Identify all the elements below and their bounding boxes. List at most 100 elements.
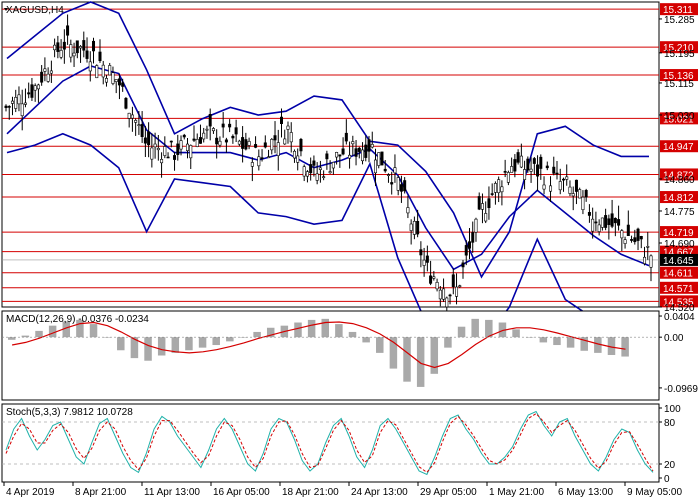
time-tick-label-0: 4 Apr 2019 (6, 487, 55, 498)
candle-body-134 (438, 289, 442, 300)
candle-body-89 (292, 150, 296, 159)
candle-body-140 (458, 285, 462, 288)
stoch-tick-label-2: 20 (664, 460, 676, 471)
macd-bar-16 (226, 337, 234, 342)
stoch-panel-frame (1, 403, 660, 483)
stoch-tick-label-1: 80 (664, 418, 676, 429)
candle-body-55 (182, 134, 186, 138)
level-tag-10 (660, 281, 698, 294)
macd-bar-33 (457, 326, 466, 338)
macd-bar-39 (539, 337, 548, 343)
candle-body-9 (33, 85, 37, 91)
level-label-10: 14.571 (663, 284, 694, 295)
candle-body-197 (643, 256, 647, 264)
candle-body-183 (597, 224, 601, 232)
price-tick-label-2: 15.115 (664, 79, 694, 90)
candle-body-113 (370, 144, 374, 148)
candle-body-116 (380, 151, 384, 166)
candle-body-99 (325, 153, 329, 160)
candle-body-111 (364, 144, 368, 158)
candle-body-147 (480, 203, 484, 210)
stoch-title: Stoch(5,3,3) 7.9812 10.0728 (6, 407, 133, 418)
candle-body-129 (422, 259, 426, 266)
macd-tick-label-1: 0.00 (664, 333, 684, 344)
candle-body-13 (46, 73, 50, 82)
candle-body-85 (280, 116, 284, 124)
macd-bar-26 (362, 337, 370, 343)
candle-body-173 (565, 176, 569, 180)
stoch-axis: 100 80 20 0 (659, 404, 681, 485)
candle-body-170 (555, 172, 559, 175)
candle-body-84 (276, 142, 280, 156)
macd-bar-4 (62, 321, 71, 338)
macd-bar-30 (416, 337, 425, 387)
candle-body-139 (455, 286, 459, 297)
candle-body-130 (425, 255, 429, 263)
candle-body-79 (260, 157, 264, 159)
macd-bar-14 (198, 337, 207, 348)
macd-bar-37 (512, 329, 520, 338)
candle-body-156 (510, 166, 514, 173)
candle-body-126 (412, 221, 416, 235)
candle-body-61 (202, 132, 206, 140)
candle-body-186 (607, 218, 611, 225)
candle-body-148 (484, 213, 488, 222)
level-label-0: 15.311 (663, 5, 693, 16)
candle-body-137 (448, 294, 452, 297)
candle-body-95 (312, 160, 316, 166)
macd-bar-34 (471, 318, 479, 338)
candle-body-153 (500, 186, 504, 193)
candle-body-101 (331, 162, 335, 169)
candle-body-125 (409, 223, 413, 231)
candle-body-152 (497, 179, 501, 194)
candle-body-16 (56, 42, 60, 52)
candle-body-161 (526, 158, 530, 171)
candle-body-3 (14, 97, 18, 109)
bollinger-middle-line (6, 65, 650, 271)
candle-body-115 (377, 152, 381, 166)
macd-bar-0 (8, 337, 16, 340)
price-panel-frame (1, 1, 660, 308)
candle-body-50 (166, 156, 170, 159)
candle-body-102 (335, 152, 339, 158)
candle-body-92 (302, 166, 306, 177)
candle-body-105 (344, 132, 348, 142)
candle-body-90 (296, 155, 300, 163)
candle-body-27 (92, 40, 96, 52)
candle-body-59 (195, 139, 199, 147)
candle-body-71 (234, 127, 238, 135)
candle-body-48 (160, 159, 164, 164)
price-candles (4, 14, 653, 316)
candle-body-10 (36, 84, 40, 90)
candle-body-26 (88, 61, 92, 72)
candle-body-65 (215, 137, 219, 145)
macd-bar-29 (403, 337, 411, 382)
macd-bar-41 (566, 337, 575, 348)
candle-body-45 (150, 147, 154, 160)
macd-bar-21 (294, 322, 302, 338)
level-label-7: 14.719 (663, 228, 694, 239)
candle-body-151 (493, 183, 497, 193)
candle-body-93 (305, 171, 309, 177)
price-tick-label-7: 14.520 (664, 303, 695, 314)
price-title-marker-icon (4, 8, 8, 11)
candle-body-172 (561, 178, 565, 181)
candle-body-117 (383, 168, 387, 172)
macd-bar-9 (130, 337, 139, 359)
candle-body-17 (59, 50, 63, 58)
stoch-line-0 (5, 410, 654, 476)
candle-body-19 (66, 25, 70, 36)
candle-body-21 (72, 52, 76, 57)
candle-body-175 (571, 193, 575, 197)
candle-body-37 (124, 97, 128, 109)
macd-bar-6 (89, 324, 98, 338)
bollinger-upper-line (6, 1, 649, 279)
candle-body-114 (373, 159, 377, 174)
candle-body-69 (228, 123, 232, 128)
candle-body-171 (558, 181, 562, 191)
level-label-3: 15.021 (663, 114, 694, 125)
candle-body-182 (594, 221, 598, 224)
candle-body-57 (189, 145, 193, 159)
candle-body-78 (257, 156, 261, 167)
